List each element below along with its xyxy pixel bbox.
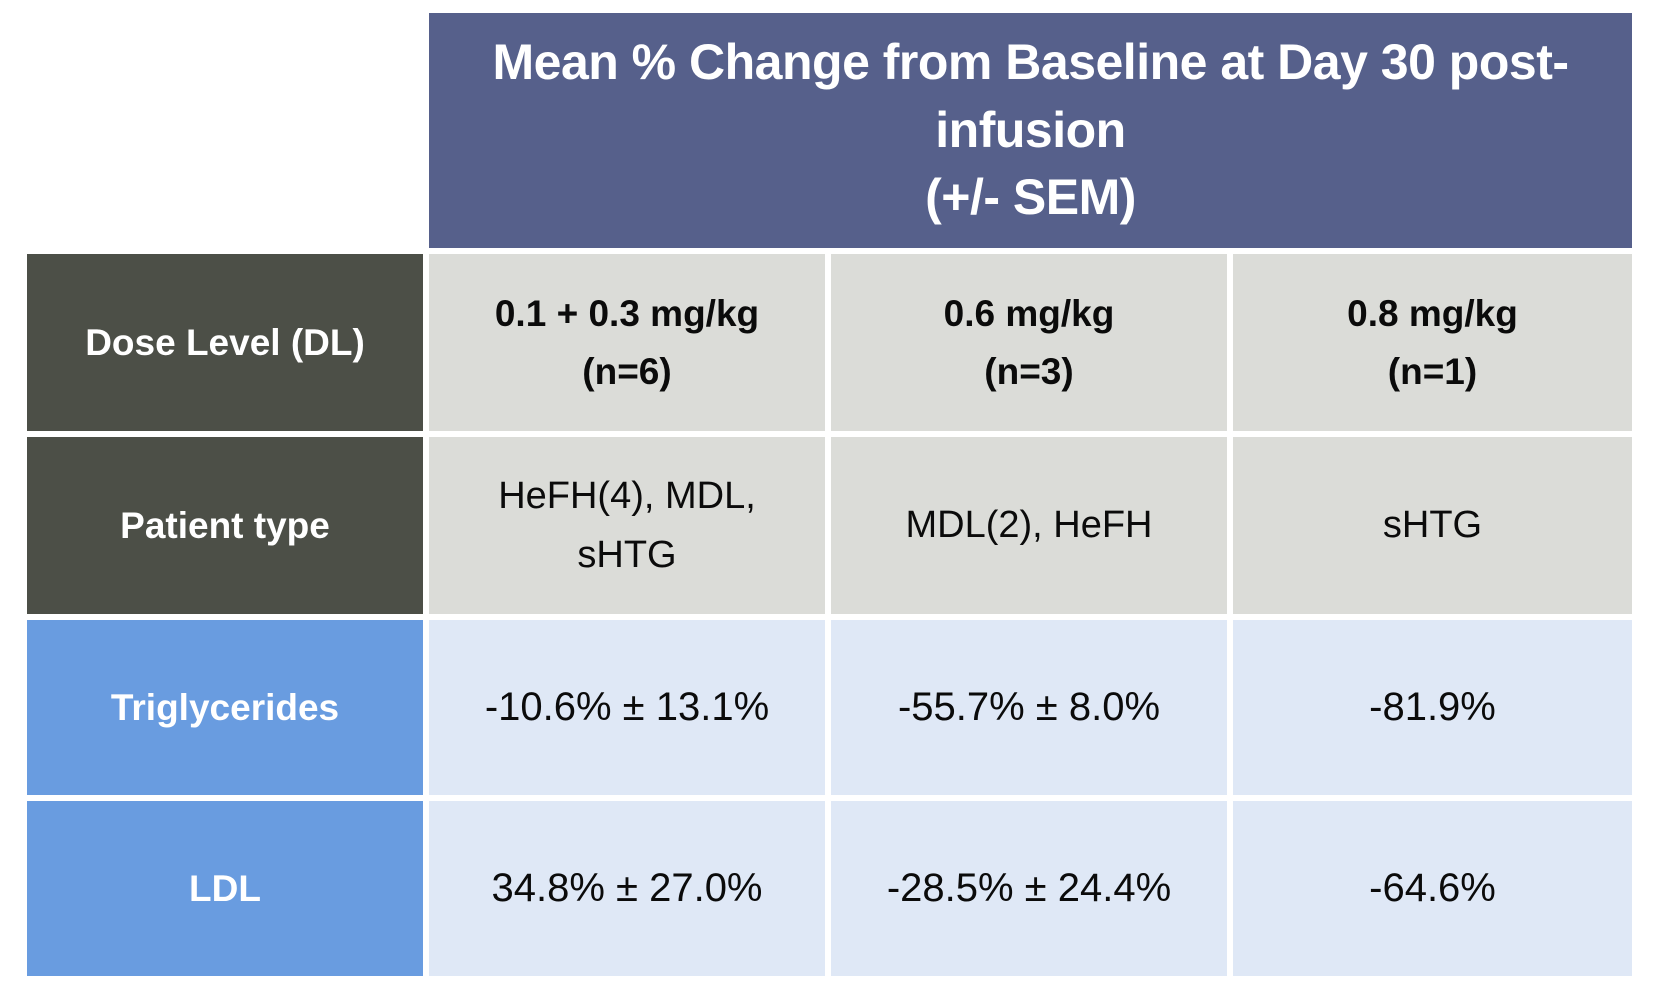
cell-patient-col2: MDL(2), HeFH: [831, 437, 1227, 614]
empty-corner: [27, 13, 423, 248]
row-header-ldl: LDL: [27, 801, 423, 976]
cell-triglycerides-col1: -10.6% ± 13.1%: [429, 620, 825, 795]
row-header-triglycerides: Triglycerides: [27, 620, 423, 795]
results-table: Mean % Change from Baseline at Day 30 po…: [27, 13, 1632, 976]
row-header-patient-type: Patient type: [27, 437, 423, 614]
cell-ldl-col2: -28.5% ± 24.4%: [831, 801, 1227, 976]
cell-patient-col3: sHTG: [1233, 437, 1632, 614]
cell-triglycerides-col2: -55.7% ± 8.0%: [831, 620, 1227, 795]
cell-dose-col2: 0.6 mg/kg (n=3): [831, 254, 1227, 431]
table-title: Mean % Change from Baseline at Day 30 po…: [429, 13, 1632, 248]
cell-ldl-col3: -64.6%: [1233, 801, 1632, 976]
cell-dose-col3: 0.8 mg/kg (n=1): [1233, 254, 1632, 431]
cell-ldl-col1: 34.8% ± 27.0%: [429, 801, 825, 976]
row-header-dose-level: Dose Level (DL): [27, 254, 423, 431]
cell-triglycerides-col3: -81.9%: [1233, 620, 1632, 795]
cell-patient-col1: HeFH(4), MDL, sHTG: [429, 437, 825, 614]
cell-dose-col1: 0.1 + 0.3 mg/kg (n=6): [429, 254, 825, 431]
